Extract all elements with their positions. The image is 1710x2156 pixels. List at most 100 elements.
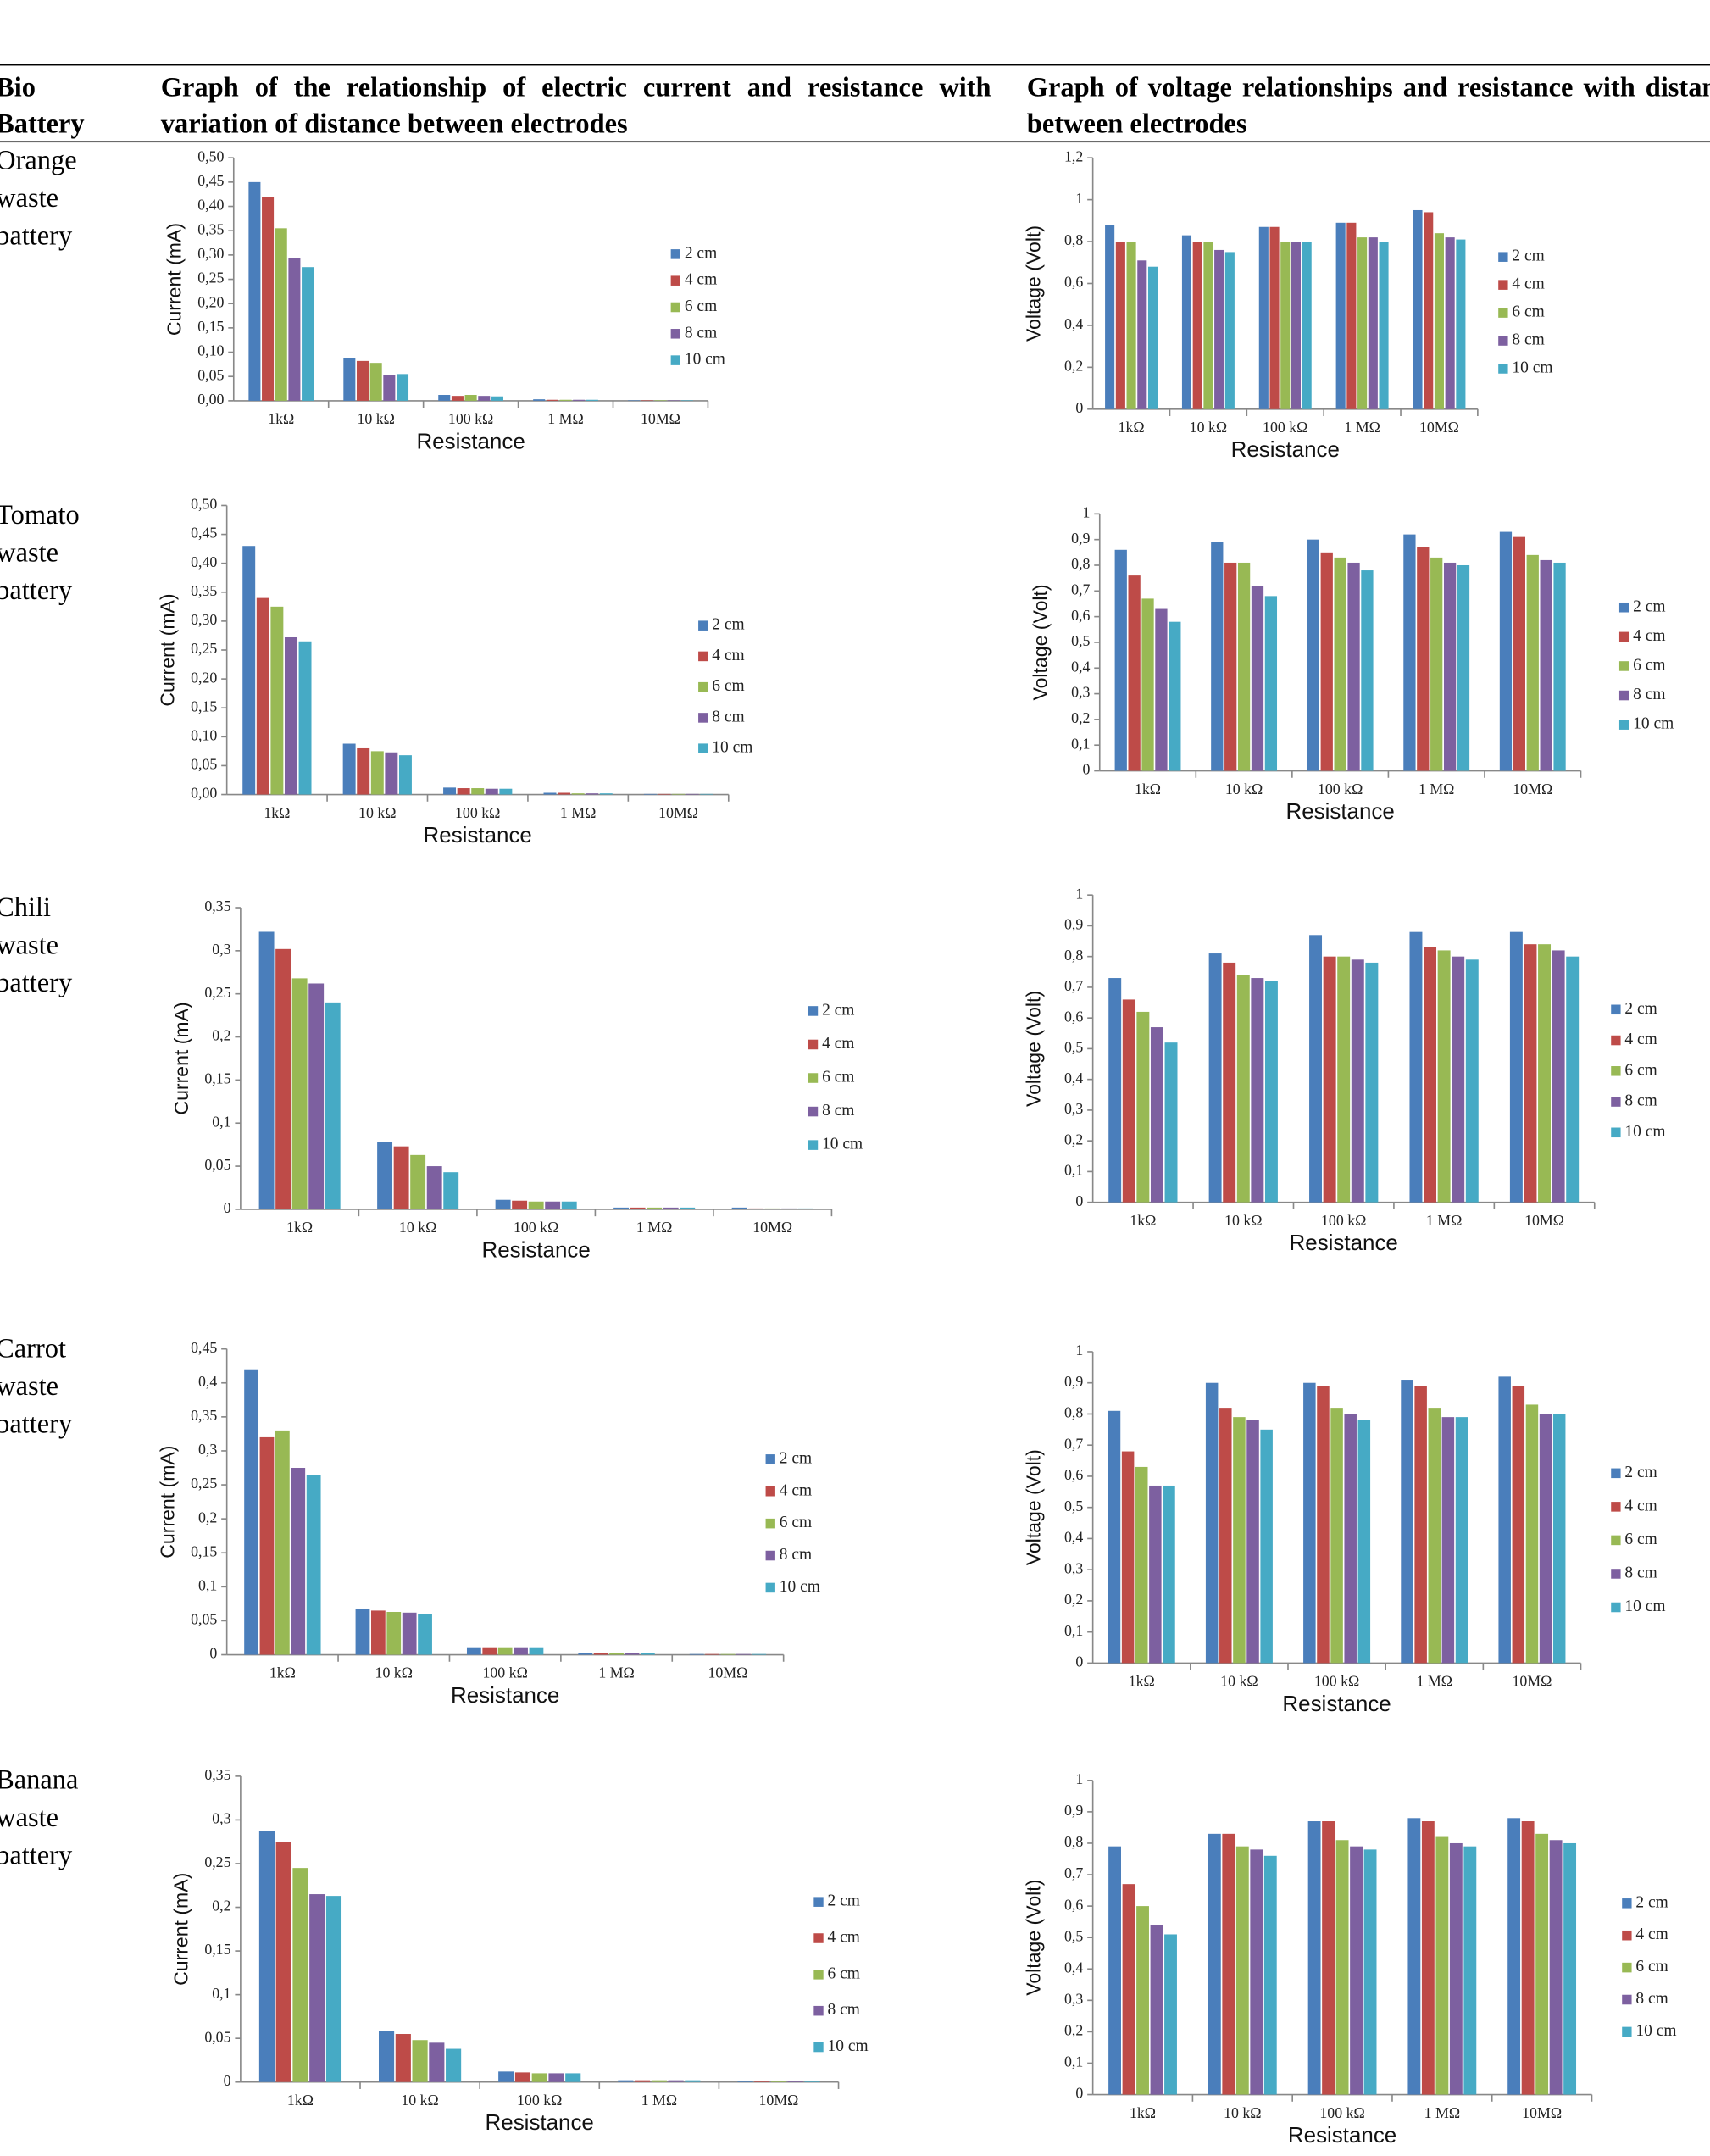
legend-swatch: [670, 355, 680, 365]
bar: [1320, 552, 1333, 771]
bar: [466, 1647, 481, 1655]
legend-label: 6 cm: [1624, 1061, 1657, 1079]
bar: [1424, 947, 1437, 1203]
legend-label: 10 cm: [780, 1578, 820, 1596]
y-tick-label: 0,7: [1064, 1435, 1083, 1452]
y-tick-label: 0,20: [197, 293, 224, 310]
legend-swatch: [1611, 1468, 1621, 1479]
bar: [242, 546, 256, 795]
bar: [1291, 242, 1302, 409]
bar: [1403, 534, 1416, 771]
bar: [369, 363, 382, 401]
bar: [1430, 557, 1443, 771]
bar: [548, 2073, 564, 2082]
bar: [1538, 944, 1552, 1203]
y-tick-label: 0,05: [197, 366, 224, 383]
y-tick-label: 0,20: [191, 669, 217, 686]
x-tick-label: 10 kΩ: [1220, 1673, 1258, 1690]
legend-label: 10 cm: [1512, 358, 1552, 376]
bar: [1303, 1382, 1316, 1664]
x-tick-label: 10 kΩ: [375, 1664, 413, 1681]
legend-swatch: [698, 743, 708, 753]
legend-label: 2 cm: [780, 1449, 812, 1467]
bar: [291, 978, 308, 1209]
bar: [1539, 1414, 1552, 1664]
bar: [635, 2080, 651, 2082]
legend-swatch: [808, 1106, 819, 1117]
y-tick-label: 0,7: [1064, 977, 1083, 994]
bar: [1126, 242, 1136, 409]
y-tick-label: 0,15: [191, 1542, 217, 1559]
legend-swatch: [1618, 602, 1629, 613]
bar: [1357, 1420, 1371, 1664]
y-axis-title: Current (mA): [170, 1002, 192, 1114]
legend-swatch: [1498, 364, 1508, 374]
x-tick-label: 1kΩ: [268, 410, 294, 427]
x-tick-label: 1 MΩ: [547, 410, 583, 427]
legend-swatch: [670, 302, 680, 313]
bar: [1509, 931, 1523, 1203]
bar: [1424, 212, 1434, 409]
legend-swatch: [1622, 1962, 1632, 1973]
x-tick-label: 1kΩ: [1119, 419, 1145, 436]
bar: [256, 597, 269, 795]
legend-swatch: [1611, 1066, 1621, 1076]
bar: [630, 1207, 646, 1209]
x-tick-label: 1kΩ: [1130, 2104, 1156, 2121]
y-tick-label: 0,6: [1064, 274, 1083, 291]
legend-label: 6 cm: [828, 1964, 860, 1982]
legend-label: 2 cm: [1635, 1893, 1668, 1911]
bar: [613, 1207, 630, 1209]
y-tick-label: 0,1: [198, 1576, 217, 1593]
x-tick-label: 10MΩ: [759, 2092, 799, 2109]
x-tick-label: 10MΩ: [641, 410, 680, 427]
bar: [1330, 1408, 1343, 1664]
bar: [1251, 978, 1264, 1203]
bar: [1108, 1410, 1121, 1664]
bar: [1414, 1386, 1427, 1664]
legend-swatch: [808, 1006, 819, 1016]
legend-swatch: [670, 275, 680, 286]
y-tick-label: 0,3: [198, 1441, 217, 1458]
y-tick-label: 0,5: [1071, 632, 1090, 649]
bar: [385, 752, 398, 795]
y-tick-label: 0,4: [1064, 1528, 1083, 1545]
bar: [1258, 226, 1269, 409]
y-tick-label: 1: [1075, 190, 1083, 207]
y-tick-label: 0,1: [1071, 735, 1090, 752]
y-tick-label: 0,1: [1064, 1161, 1083, 1178]
bar: [497, 1647, 513, 1655]
y-tick-label: 1,2: [1064, 147, 1083, 164]
bar: [1463, 1846, 1477, 2095]
bar: [410, 1154, 426, 1209]
bar: [1512, 1386, 1525, 1664]
bar: [1302, 242, 1312, 409]
bar: [270, 606, 284, 795]
bar: [1263, 1855, 1277, 2095]
y-tick-label: 0,7: [1071, 581, 1090, 597]
bar: [533, 399, 546, 401]
bar: [499, 788, 513, 795]
bar: [1233, 1417, 1246, 1664]
bar: [1135, 1466, 1148, 1664]
y-tick-label: 0,3: [212, 1809, 230, 1826]
bar: [737, 2081, 753, 2082]
row-label: Carrot waste battery: [0, 1333, 73, 1440]
bar: [1208, 1833, 1221, 2095]
x-tick-label: 1 MΩ: [641, 2092, 677, 2109]
y-tick-label: 1: [1075, 1342, 1083, 1359]
row-label: Banana waste battery: [0, 1764, 79, 1871]
y-tick-label: 1: [1075, 1770, 1083, 1787]
y-tick-label: 0: [1075, 1653, 1083, 1670]
y-tick-label: 0,30: [197, 245, 224, 262]
y-tick-label: 0,1: [1064, 2053, 1083, 2070]
bar: [396, 374, 409, 401]
bar: [1456, 239, 1466, 409]
bar: [685, 2080, 701, 2082]
bar: [545, 1201, 561, 1209]
bar: [1526, 554, 1539, 771]
y-tick-label: 0,10: [191, 726, 217, 743]
bar: [628, 400, 641, 401]
y-tick-label: 0,4: [1064, 1070, 1083, 1086]
